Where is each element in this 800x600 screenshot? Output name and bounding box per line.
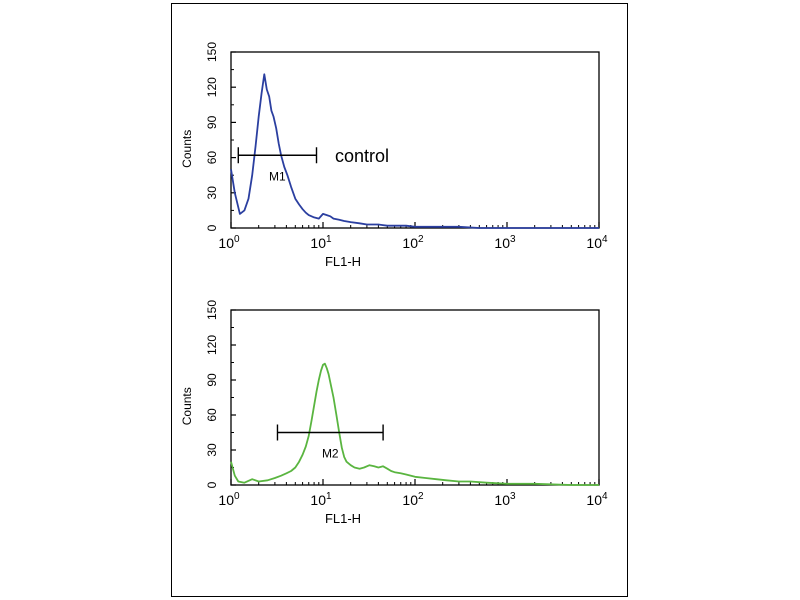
plot-area-border [230,51,600,229]
x-tick-label: 102 [402,234,424,251]
y-tick-label: 0 [205,224,219,231]
y-tick-label: 120 [205,77,219,97]
histogram-series-line [230,362,599,486]
y-axis-label: Counts [180,130,194,168]
x-tick-label: 103 [494,234,516,251]
figure-frame [171,3,628,597]
y-axis-label: Counts [180,387,194,425]
annotation-label: control [335,146,389,166]
x-tick-label: 100 [218,234,240,251]
x-tick-label: 101 [310,234,332,251]
x-tick-label: 104 [586,234,608,251]
histogram-series-line [230,73,599,229]
marker-label: M1 [269,169,286,183]
histogram-panel-2: 100 101 102 103 104 0 30 60 90 120 150 FL1-H Counts M… [180,300,608,526]
y-tick-label: 150 [205,300,219,320]
y-tick-label: 60 [205,151,219,165]
y-tick-label: 30 [205,443,219,457]
x-tick-label: 102 [402,491,424,508]
y-tick-label: 150 [205,42,219,62]
y-tick-label: 120 [205,335,219,355]
y-tick-label: 30 [205,186,219,200]
marker-label: M2 [322,447,339,461]
x-tick-label: 101 [310,491,332,508]
y-tick-label: 0 [205,481,219,488]
x-axis-label: FL1-H [325,254,361,269]
plot-area-border [230,309,600,486]
x-axis-label: FL1-H [325,511,361,526]
x-tick-label: 103 [494,491,516,508]
y-tick-label: 90 [205,115,219,129]
histogram-panel-1: 100 101 102 103 104 0 30 60 90 120 150 FL1-H Counts M… [180,42,608,269]
y-tick-label: 90 [205,373,219,387]
x-tick-label: 100 [218,491,240,508]
x-tick-label: 104 [586,491,608,508]
y-tick-label: 60 [205,408,219,422]
